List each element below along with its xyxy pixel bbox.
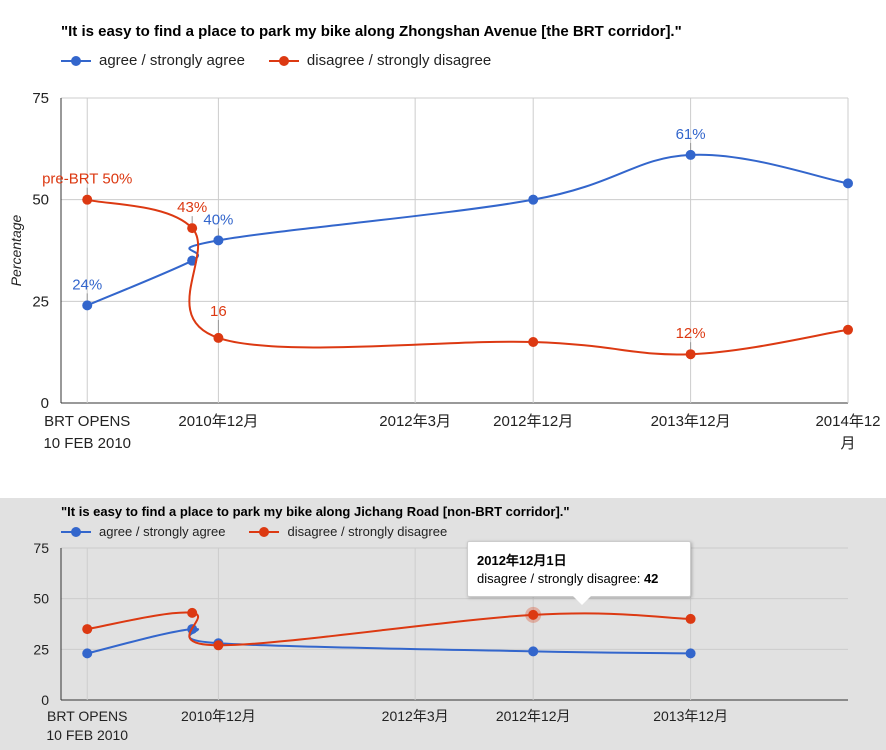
x-tick-label: 10 FEB 2010 [43,435,131,452]
data-point-agree [685,648,696,659]
tooltip-series-label: disagree / strongly disagree: [477,571,641,586]
data-point-disagree [528,609,539,620]
data-point-agree [528,194,539,205]
y-tick-label: 75 [33,540,49,556]
data-label: 61% [676,126,706,143]
legend-label-disagree: disagree / strongly disagree [287,524,448,539]
data-point-disagree [187,607,198,618]
x-tick-label: BRT OPENS [44,413,130,430]
x-tick-label: 2012年3月 [382,708,449,724]
legend-label-agree: agree / strongly agree [99,52,245,69]
y-tick-label: 0 [41,692,49,708]
x-tick-label: 2014年12 [815,413,880,430]
data-point-disagree [843,324,853,335]
data-point-agree [82,300,93,311]
chart-jichang: "It is easy to find a place to park my b… [0,498,886,750]
tooltip-value: 42 [643,571,659,586]
chart-title: "It is easy to find a place to park my b… [61,504,570,519]
chart-title: "It is easy to find a place to park my b… [61,23,682,40]
legend-swatch-disagree [268,55,299,66]
y-tick-label: 50 [33,591,49,607]
legend: agree / strongly agree disagree / strong… [61,524,471,539]
y-tick-label: 0 [41,395,49,412]
legend-label-agree: agree / strongly agree [99,524,226,539]
data-point-disagree [528,337,539,347]
legend-item-disagree[interactable]: disagree / strongly disagree [249,524,447,539]
x-tick-label: 2010年12月 [181,708,256,724]
data-point-agree [82,648,93,659]
legend-swatch-disagree [249,526,280,537]
legend-item-agree[interactable]: agree / strongly agree [61,52,245,69]
x-tick-label: BRT OPENS [47,708,127,724]
x-tick-label: 10 FEB 2010 [46,727,128,743]
data-point-disagree [685,613,696,624]
x-tick-label: 2012年12月 [493,413,573,430]
data-point-disagree [82,194,93,205]
legend-item-disagree[interactable]: disagree / strongly disagree [268,52,492,69]
series-line-disagree [86,198,849,356]
data-point-disagree [685,349,696,360]
data-label: 24% [72,276,102,293]
data-point-agree [843,178,853,189]
x-tick-label: 2012年12月 [496,708,571,724]
data-point-disagree [82,624,93,635]
data-label: 40% [203,211,233,228]
y-tick-label: 50 [32,192,49,209]
legend-swatch-agree [61,526,91,537]
series-line-agree [86,153,849,307]
tooltip-date: 2012年12月1日 [477,553,567,568]
data-label: pre-BRT 50% [42,171,132,188]
y-tick-label: 75 [32,90,49,107]
y-tick-label: 25 [32,293,49,310]
data-point-disagree [187,223,198,234]
data-point-disagree [213,640,224,651]
tooltip: 2012年12月1日 disagree / strongly disagree:… [467,541,691,597]
y-tick-label: 25 [33,641,49,657]
x-tick-label: 2013年12月 [651,413,731,430]
data-label: 12% [676,325,706,342]
legend-swatch-agree [61,55,91,66]
data-point-disagree [213,332,224,343]
data-point-agree [187,255,198,266]
chart-zhongshan: "It is easy to find a place to park my b… [8,23,881,452]
data-label: 43% [177,199,207,216]
data-point-agree [685,149,696,160]
plot-area: 0 25 50 75 BRT OPENS 10 FEB 2010 2010年12月 2012年… [33,540,848,743]
legend: agree / strongly agree disagree / strong… [61,52,515,69]
x-tick-label: 2012年3月 [379,413,451,430]
data-point-agree [528,646,539,657]
data-label: 16 [210,303,227,320]
legend-label-disagree: disagree / strongly disagree [306,52,492,69]
x-tick-label: 月 [840,435,855,452]
data-point-agree [213,235,224,246]
x-tick-label: 2013年12月 [653,708,728,724]
series-line-disagree [87,611,691,647]
tooltip-pointer [572,595,592,605]
legend-item-agree[interactable]: agree / strongly agree [61,524,225,539]
x-tick-label: 2010年12月 [178,413,258,430]
plot-area: 0 25 50 75 BRT OPENS 10 FEB 2010 2010年12月 2012年… [8,90,881,452]
y-axis-title: Percentage [8,214,24,286]
tooltip-line: disagree / strongly disagree: 42 [477,571,658,586]
